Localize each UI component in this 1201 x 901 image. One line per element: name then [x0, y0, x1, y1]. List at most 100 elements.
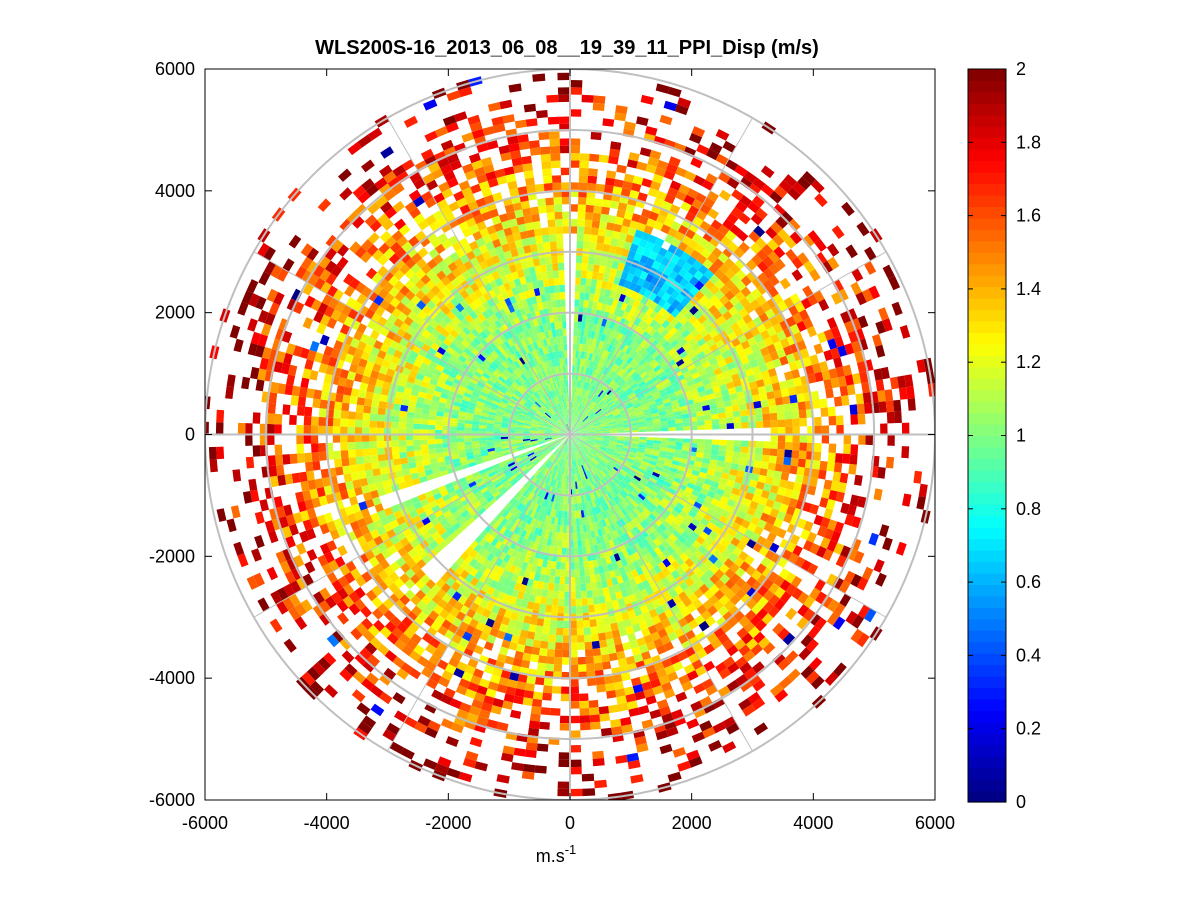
heatmap-cell	[754, 454, 763, 462]
heatmap-cell	[538, 454, 545, 461]
heatmap-cell	[591, 227, 599, 236]
heatmap-cell	[546, 424, 554, 429]
heatmap-cell	[599, 391, 606, 399]
heatmap-cell	[556, 620, 564, 629]
heatmap-cell	[559, 284, 565, 293]
heatmap-cell	[558, 420, 564, 427]
heatmap-cell	[544, 476, 550, 484]
heatmap-cell	[643, 411, 652, 416]
heatmap-cell	[541, 387, 547, 395]
heatmap-cell	[594, 455, 601, 462]
heatmap-cell	[509, 465, 518, 472]
heatmap-cell	[547, 590, 554, 599]
heatmap-cell	[610, 363, 617, 371]
heatmap-cell	[572, 343, 577, 351]
heatmap-cell	[502, 417, 510, 422]
heatmap-cell	[633, 387, 642, 394]
heatmap-cell	[774, 397, 784, 406]
heatmap-cell	[574, 387, 577, 395]
heatmap-cell	[582, 464, 587, 472]
heatmap-cell	[575, 270, 582, 278]
heatmap-cell	[523, 403, 531, 410]
heatmap-cell	[776, 412, 785, 420]
heatmap-cell	[558, 411, 563, 419]
heatmap-cell	[574, 496, 578, 504]
heatmap-cell	[574, 562, 580, 570]
heatmap-cell	[609, 437, 618, 440]
heatmap-cell	[535, 373, 541, 381]
heatmap-cell	[531, 405, 539, 411]
heatmap-cell	[449, 442, 458, 448]
heatmap-cell	[556, 380, 561, 389]
heatmap-cell	[578, 411, 582, 419]
heatmap-cell	[530, 457, 538, 463]
heatmap-cell	[564, 444, 567, 453]
heatmap-cell	[682, 442, 691, 448]
heatmap-cell	[578, 350, 582, 359]
heatmap-cell	[542, 448, 550, 454]
heatmap-cell	[539, 465, 546, 472]
heatmap-cell	[537, 437, 545, 440]
heatmap-cell	[506, 473, 514, 480]
heatmap-cell	[435, 443, 443, 449]
heatmap-cell	[392, 403, 402, 411]
heatmap-cell	[562, 444, 566, 452]
heatmap-cell	[505, 391, 513, 398]
heatmap-cell	[653, 437, 662, 441]
heatmap-cell	[539, 397, 546, 404]
heatmap-cell	[589, 412, 596, 419]
heatmap-cell	[600, 419, 608, 424]
heatmap-cell	[551, 455, 557, 463]
heatmap-cell	[675, 422, 683, 428]
heatmap-cell	[515, 439, 523, 443]
heatmap-cell	[565, 424, 569, 432]
heatmap-cell	[586, 441, 594, 445]
heatmap-cell	[580, 438, 587, 442]
heatmap-cell	[582, 605, 589, 614]
heatmap-cell	[537, 439, 546, 443]
heatmap-cell	[357, 470, 367, 480]
heatmap-cell	[547, 270, 554, 279]
heatmap-cell	[578, 422, 585, 428]
heatmap-cell	[629, 413, 637, 418]
heatmap-cell	[494, 418, 503, 423]
heatmap-cell	[624, 387, 632, 394]
heatmap-cell	[632, 385, 640, 392]
heatmap-cell	[590, 415, 598, 421]
heatmap-cell	[577, 442, 584, 448]
heatmap-cell	[617, 368, 624, 376]
heatmap-cell	[580, 437, 588, 440]
heatmap-cell	[571, 424, 575, 432]
heatmap-cell	[354, 441, 363, 450]
heatmap-cell	[741, 440, 749, 447]
heatmap-cell	[548, 409, 554, 416]
heatmap-cell	[588, 437, 596, 439]
heatmap-cell	[586, 424, 594, 429]
heatmap-cell	[571, 416, 574, 424]
heatmap-cell	[376, 427, 384, 435]
heatmap-cell	[577, 403, 582, 411]
heatmap-cell	[577, 503, 581, 511]
heatmap-cell	[391, 446, 400, 454]
heatmap-cell	[561, 451, 565, 459]
heatmap-cell	[522, 372, 530, 380]
heatmap-cell	[420, 418, 429, 425]
heatmap-cell	[616, 474, 624, 481]
heatmap-cell	[547, 470, 553, 478]
heatmap-cell	[362, 412, 371, 421]
heatmap-cell	[576, 402, 580, 410]
heatmap-cell	[542, 234, 550, 243]
heatmap-cell	[631, 429, 640, 433]
heatmap-cell	[554, 440, 561, 445]
heatmap-cell	[558, 443, 564, 450]
heatmap-cell	[552, 397, 557, 405]
heatmap-cell	[526, 450, 534, 456]
heatmap-cell	[581, 472, 585, 481]
heatmap-cell	[495, 415, 503, 421]
heatmap-cell	[559, 410, 564, 418]
heatmap-cell	[363, 405, 372, 414]
heatmap-cell	[579, 502, 584, 511]
heatmap-cell	[587, 438, 595, 441]
heatmap-cell	[580, 351, 585, 359]
heatmap-cell	[595, 429, 603, 432]
